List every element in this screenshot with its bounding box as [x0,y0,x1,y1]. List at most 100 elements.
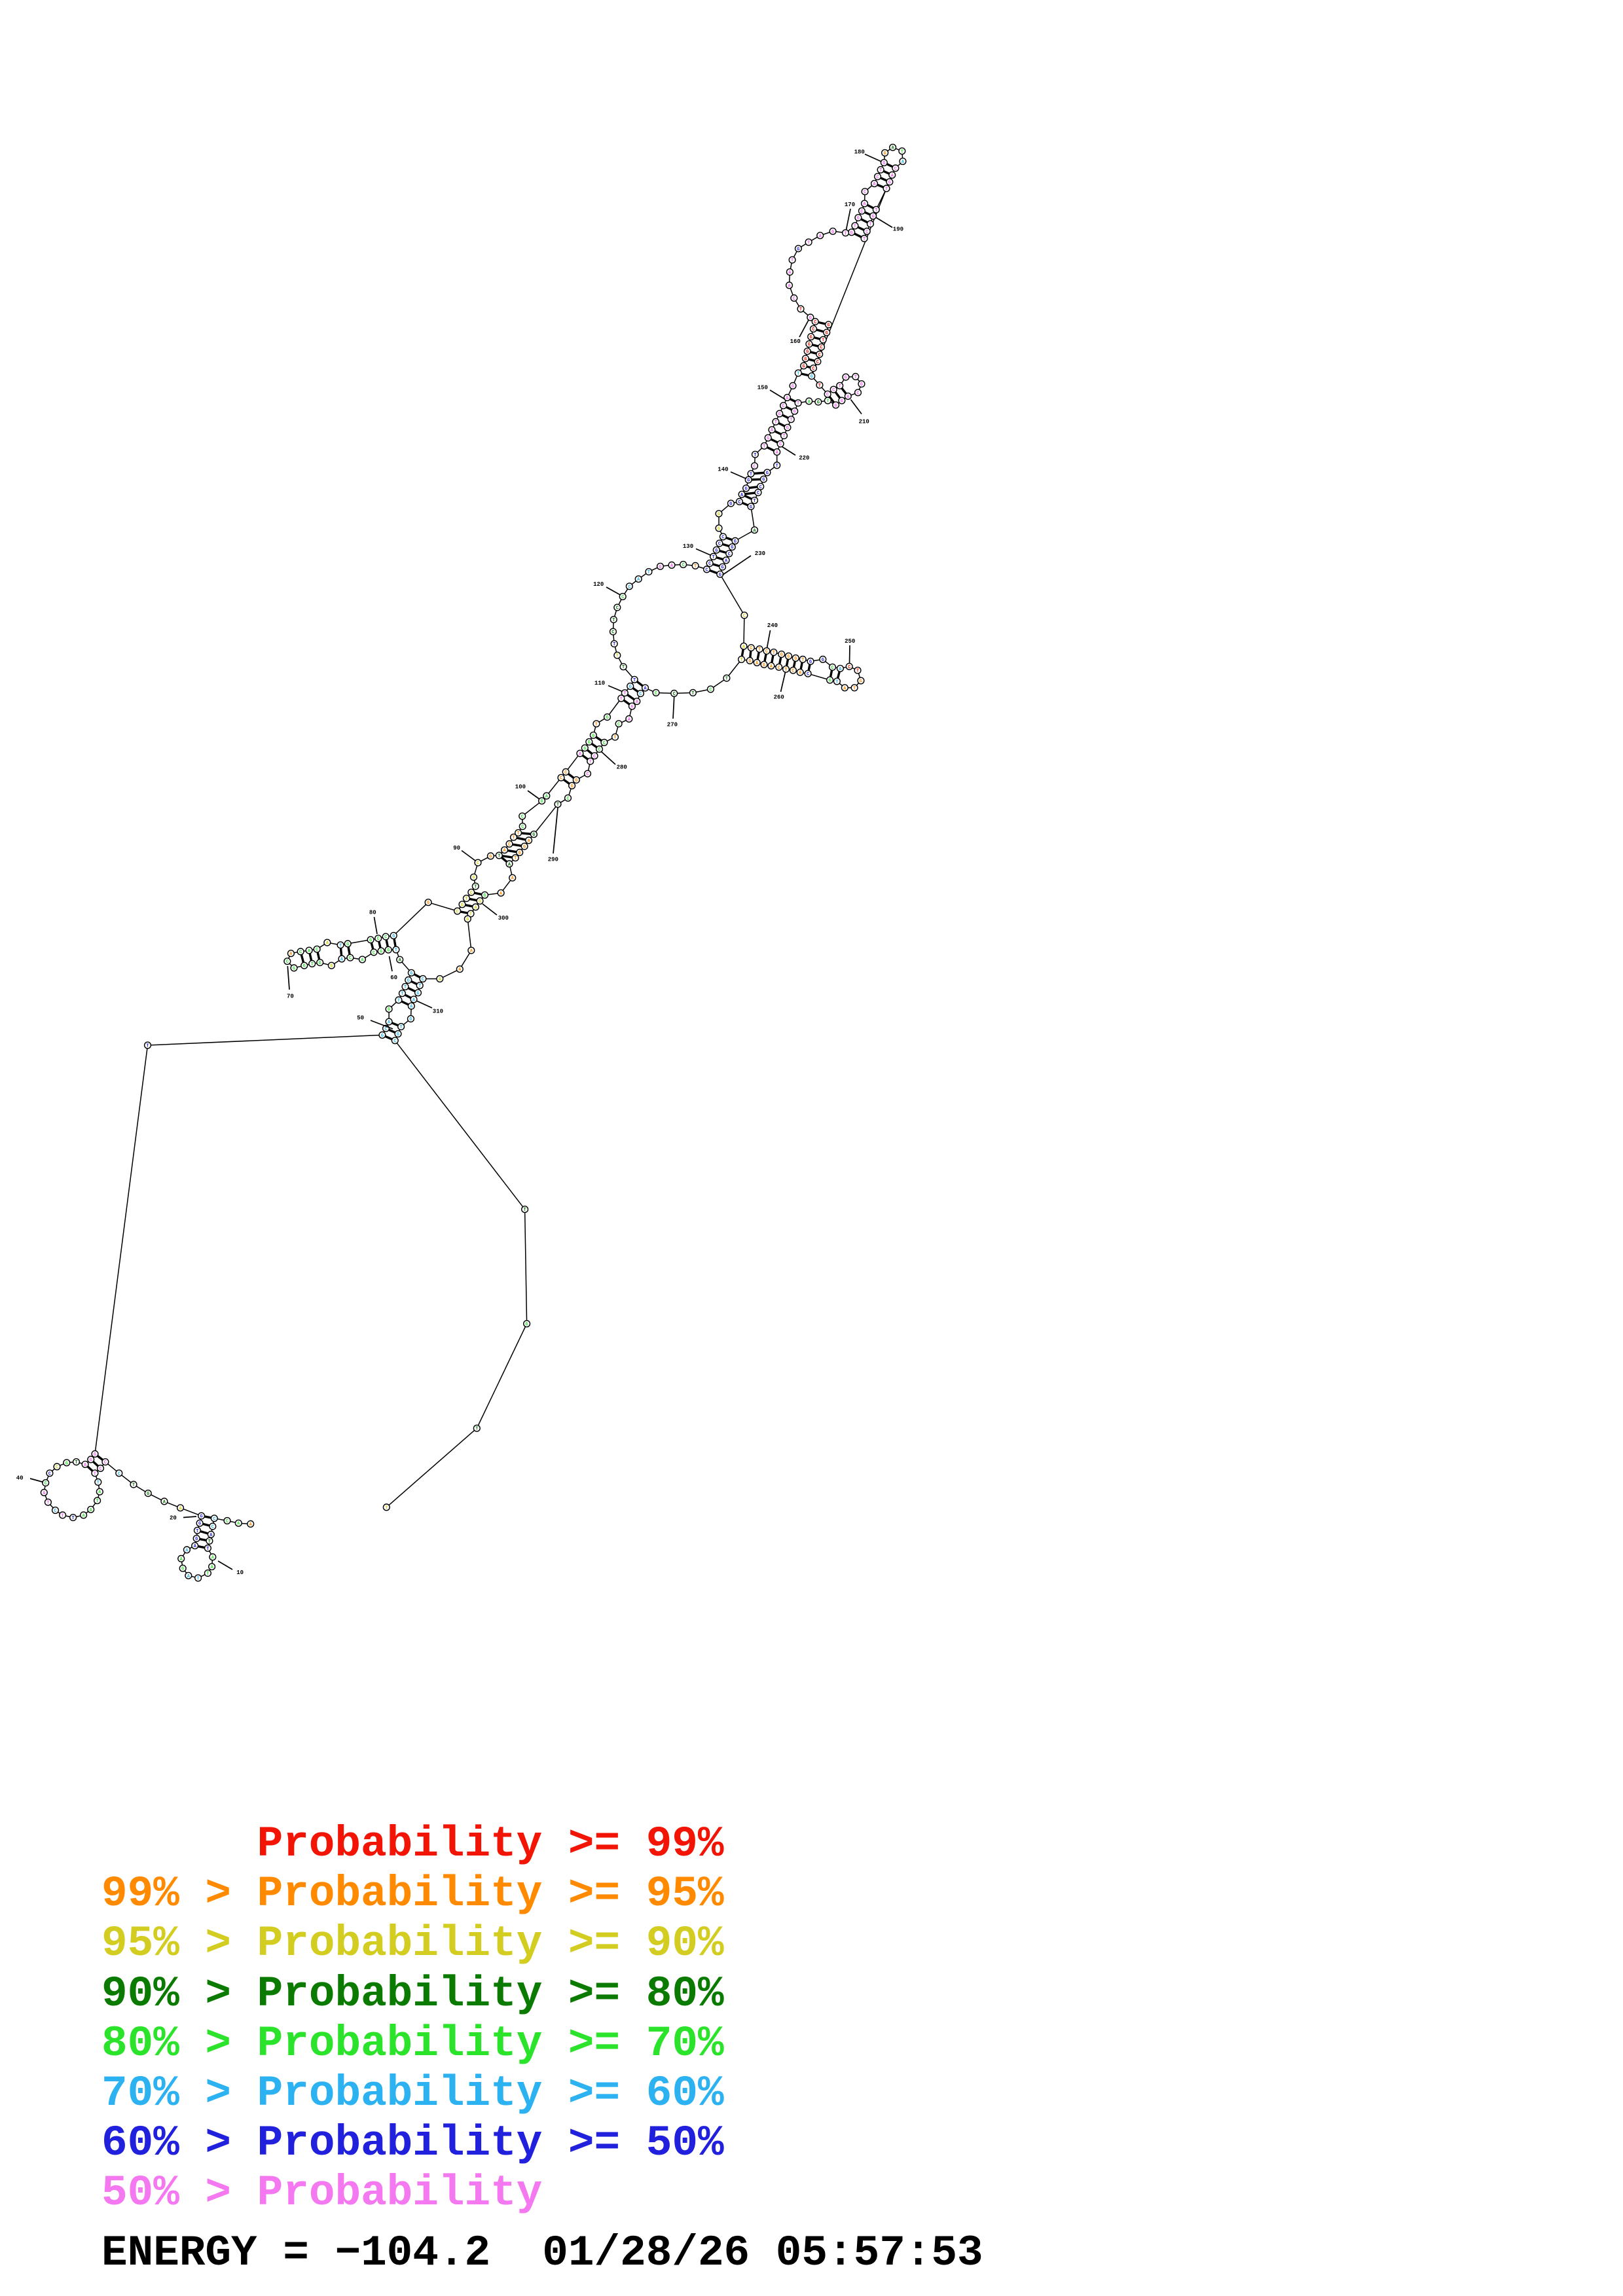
svg-text:G: G [540,799,543,804]
svg-text:T: T [339,943,342,948]
svg-text:A: A [545,795,549,800]
svg-text:T: T [517,831,519,836]
svg-text:G: G [575,778,577,783]
svg-text:A: A [670,564,674,569]
svg-text:A: A [902,160,905,165]
svg-text:G: G [532,833,535,838]
svg-text:C: C [316,948,318,953]
svg-text:G: G [525,1322,528,1327]
svg-text:T: T [885,187,888,192]
svg-text:G: G [802,364,805,369]
svg-text:A: A [508,862,511,867]
svg-text:C: C [377,937,380,942]
svg-text:T: T [498,854,500,859]
svg-text:T: T [754,453,756,458]
svg-text:T: T [61,1513,64,1518]
svg-text:C: C [213,1516,215,1522]
svg-text:T: T [385,1505,388,1511]
svg-text:C: C [617,722,620,727]
svg-text:80% > Probability >= 70%: 80% > Probability >= 70% [101,2019,724,2068]
svg-text:10: 10 [236,1570,244,1576]
svg-text:A: A [819,234,822,239]
svg-text:T: T [623,691,626,696]
svg-text:240: 240 [767,622,778,629]
svg-text:C: C [792,669,794,674]
svg-text:A: A [891,146,894,151]
svg-text:G: G [397,1032,399,1037]
svg-text:A: A [474,905,477,910]
svg-text:G: G [860,679,862,685]
svg-text:T: T [826,399,829,404]
svg-text:C: C [621,595,624,600]
svg-text:C: C [894,166,897,171]
svg-text:C: C [708,562,711,567]
svg-text:G: G [606,715,608,721]
svg-text:C: C [705,567,708,573]
svg-text:A: A [628,717,631,723]
svg-text:C: C [673,692,676,697]
svg-text:A: A [249,1522,253,1528]
svg-text:T: T [773,651,775,656]
svg-text:G: G [483,893,486,899]
svg-text:G: G [763,663,765,668]
svg-text:C: C [286,960,289,965]
svg-text:C: C [759,485,762,490]
svg-text:C: C [586,772,589,778]
svg-text:C: C [598,747,600,753]
svg-text:80: 80 [369,909,376,916]
svg-text:T: T [879,168,882,173]
svg-text:G: G [90,1458,92,1463]
svg-text:T: T [512,836,515,841]
svg-text:A: A [90,1508,93,1513]
svg-text:160: 160 [790,338,801,345]
svg-text:T: T [71,1516,74,1521]
svg-text:A: A [399,958,402,963]
svg-text:A: A [211,1555,215,1560]
svg-text:T: T [799,308,802,313]
svg-text:G: G [293,966,295,971]
svg-text:T: T [399,1025,402,1030]
svg-text:G: G [181,1567,184,1572]
svg-text:G: G [198,1522,201,1527]
svg-text:G: G [200,1515,202,1520]
svg-text:T: T [854,224,856,230]
svg-text:T: T [740,658,742,663]
svg-text:A: A [194,1544,197,1549]
svg-text:C: C [639,692,642,697]
svg-text:G: G [592,734,594,739]
svg-text:A: A [756,661,759,666]
svg-text:T: T [196,1529,198,1534]
svg-text:C: C [848,665,850,670]
svg-text:T: T [616,654,619,659]
svg-text:C: C [393,1039,396,1044]
svg-text:G: G [718,527,720,532]
svg-text:G: G [792,384,794,389]
svg-text:G: G [380,950,382,955]
svg-text:G: G [871,215,874,220]
svg-text:G: G [850,230,853,236]
svg-text:T: T [694,564,697,569]
svg-text:T: T [854,375,857,380]
svg-text:C: C [718,542,721,547]
svg-text:G: G [841,399,843,404]
svg-text:T: T [206,1547,209,1552]
svg-text:T: T [797,372,799,377]
svg-text:C: C [508,842,511,848]
svg-text:T: T [647,570,650,575]
svg-text:60% > Probability >= 50%: 60% > Probability >= 50% [101,2119,724,2168]
svg-text:G: G [809,660,812,665]
svg-text:T: T [776,463,778,469]
svg-text:G: G [731,545,733,550]
svg-text:A: A [788,283,791,289]
svg-text:T: T [725,677,728,682]
svg-text:G: G [629,685,632,690]
svg-text:G: G [369,938,372,943]
svg-text:A: A [630,705,634,710]
svg-text:130: 130 [683,543,693,550]
svg-text:A: A [799,671,802,676]
svg-text:C: C [816,360,819,365]
svg-text:T: T [869,223,871,228]
svg-text:G: G [330,964,333,969]
svg-text:A: A [786,396,789,401]
svg-text:G: G [857,216,860,221]
